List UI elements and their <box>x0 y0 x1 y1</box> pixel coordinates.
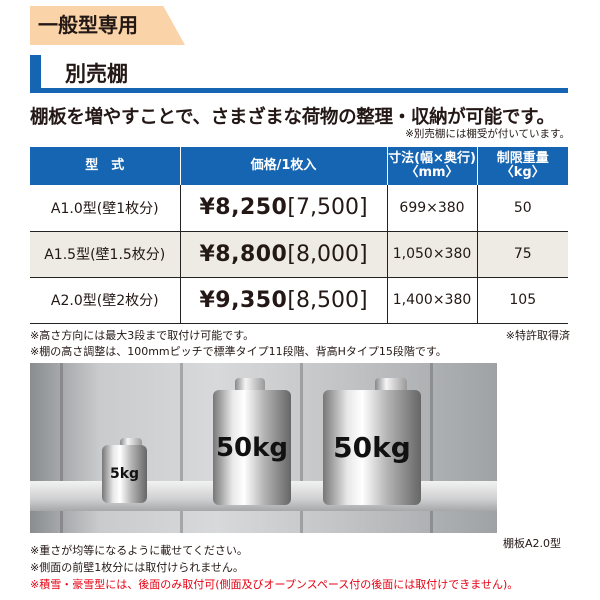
weight-50kg: 50kg <box>213 390 291 505</box>
header-size: 寸法(幅×奥行) 〈mm〉 <box>386 147 477 185</box>
title-underline <box>30 88 568 93</box>
cell-model: A1.0型(壁1枚分) <box>30 185 180 232</box>
section-title: 別売棚 <box>65 62 128 86</box>
price-table: 型 式 価格/1枚入 寸法(幅×奥行) 〈mm〉 制限重量 〈kg〉 A1.0型(壁… <box>30 147 568 324</box>
weight-50kg: 50kg <box>323 390 421 505</box>
category-tag: 一般型専用 <box>30 6 185 45</box>
price: ¥8,800 <box>199 241 288 267</box>
note-even-load: ※重さが均等になるように載せてください。 <box>30 544 248 557</box>
cell-weight: 50 <box>476 185 568 232</box>
header-model: 型 式 <box>30 147 180 185</box>
note-height-adjust: ※棚の高さ調整は、100mmピッチで標準タイプ11段階、背高Hタイプ15段階です… <box>30 345 447 358</box>
note-side-wall: ※側面の前壁1枚分には取付けられません。 <box>30 561 244 574</box>
photo-caption: 棚板A2.0型 <box>503 537 562 550</box>
cell-size: 1,050×380 <box>386 231 477 278</box>
cell-weight: 75 <box>476 231 568 278</box>
table-header: 型 式 価格/1枚入 寸法(幅×奥行) 〈mm〉 制限重量 〈kg〉 <box>30 147 568 185</box>
cell-model: A2.0型(壁2枚分) <box>30 277 180 324</box>
lead-text: 棚板を増やすことで、さまざまな荷物の整理・収納が可能です。 <box>30 107 555 128</box>
cell-price: ¥8,800[8,000] <box>179 231 387 278</box>
base-price: [8,500] <box>287 287 368 313</box>
cell-model: A1.5型(壁1.5枚分) <box>30 231 180 278</box>
cell-price: ¥9,350[8,500] <box>179 277 387 324</box>
cell-size: 1,400×380 <box>386 277 477 324</box>
patent-note: ※特許取得済 <box>505 329 570 342</box>
base-price: [8,000] <box>287 241 368 267</box>
price: ¥9,350 <box>199 287 288 313</box>
weight-5kg: 5kg <box>102 445 147 503</box>
table-row: A1.5型(壁1.5枚分) ¥8,800[8,000] 1,050×380 75 <box>30 231 568 278</box>
header-price: 価格/1枚入 <box>179 147 387 185</box>
cell-price: ¥8,250[7,500] <box>179 185 387 232</box>
base-price: [7,500] <box>287 195 368 221</box>
product-photo: 5kg 50kg 50kg <box>30 363 497 533</box>
title-accent-bar <box>30 55 41 93</box>
note-max-tiers: ※高さ方向には最大3段まで取付け可能です。 <box>30 329 255 342</box>
table-row: A1.0型(壁1枚分) ¥8,250[7,500] 699×380 50 <box>30 185 568 232</box>
bracket-note: ※別売棚には棚受が付いています。 <box>405 128 570 140</box>
price: ¥8,250 <box>199 195 288 221</box>
header-weight: 制限重量 〈kg〉 <box>476 147 568 185</box>
table-row: A2.0型(壁2枚分) ¥9,350[8,500] 1,400×380 105 <box>30 277 568 324</box>
cell-size: 699×380 <box>386 185 477 232</box>
note-snow-type: ※積雪・豪雪型には、後面のみ取付可(側面及びオープンスペース付の後面には取付けで… <box>30 578 519 591</box>
cell-weight: 105 <box>476 277 568 324</box>
